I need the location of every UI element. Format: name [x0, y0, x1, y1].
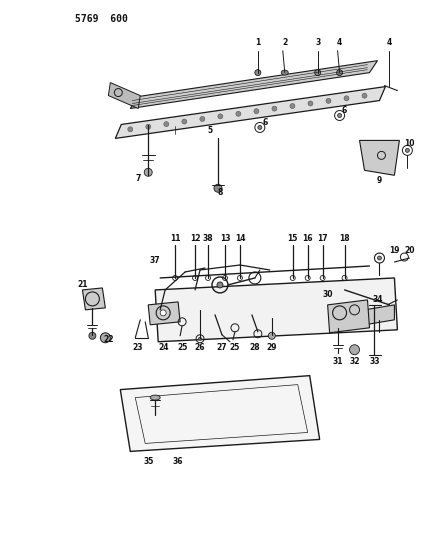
Circle shape [405, 148, 409, 152]
Circle shape [164, 122, 169, 127]
Polygon shape [120, 376, 320, 451]
Text: 4: 4 [337, 38, 342, 47]
Ellipse shape [150, 395, 160, 400]
Circle shape [377, 256, 381, 260]
Text: 19: 19 [389, 246, 400, 255]
Circle shape [199, 337, 202, 340]
Circle shape [254, 109, 259, 114]
Text: 2: 2 [282, 38, 287, 47]
Text: 16: 16 [303, 233, 313, 243]
Text: 25: 25 [177, 343, 187, 352]
Text: 26: 26 [195, 343, 205, 352]
Text: 33: 33 [369, 357, 380, 366]
Text: 30: 30 [322, 290, 333, 300]
Circle shape [308, 101, 313, 106]
Circle shape [326, 99, 331, 103]
Circle shape [89, 332, 96, 340]
Circle shape [236, 111, 241, 116]
Circle shape [350, 345, 360, 355]
Text: 25: 25 [230, 343, 240, 352]
Text: 10: 10 [404, 139, 415, 148]
Circle shape [315, 70, 321, 76]
Text: 7: 7 [136, 174, 141, 183]
Circle shape [290, 103, 295, 109]
Polygon shape [365, 305, 395, 325]
Circle shape [101, 333, 110, 343]
Polygon shape [115, 86, 386, 139]
Circle shape [182, 119, 187, 124]
Text: 9: 9 [377, 176, 382, 185]
Circle shape [272, 106, 277, 111]
Circle shape [144, 168, 152, 176]
Circle shape [146, 124, 151, 129]
Circle shape [128, 127, 133, 132]
Text: 31: 31 [333, 357, 343, 366]
Ellipse shape [281, 70, 288, 75]
Text: 37: 37 [150, 255, 160, 264]
Circle shape [344, 96, 349, 101]
Circle shape [258, 125, 262, 130]
Text: 35: 35 [143, 457, 153, 466]
Circle shape [214, 184, 222, 192]
Text: 22: 22 [103, 335, 113, 344]
Text: 21: 21 [77, 280, 88, 289]
Polygon shape [360, 140, 399, 175]
Text: 20: 20 [404, 246, 415, 255]
Text: 27: 27 [217, 343, 227, 352]
Text: 6: 6 [262, 118, 268, 127]
Circle shape [217, 282, 223, 288]
Text: 17: 17 [317, 233, 328, 243]
Polygon shape [108, 83, 140, 109]
Text: 11: 11 [170, 233, 180, 243]
Text: 6: 6 [342, 106, 347, 115]
Text: 23: 23 [132, 343, 143, 352]
Text: 15: 15 [288, 233, 298, 243]
Text: 3: 3 [315, 38, 320, 47]
Text: 1: 1 [255, 38, 261, 47]
Text: 8: 8 [217, 188, 223, 197]
Circle shape [338, 114, 342, 117]
Circle shape [200, 117, 205, 122]
Text: 32: 32 [349, 357, 360, 366]
Polygon shape [327, 300, 369, 333]
Text: 13: 13 [220, 233, 230, 243]
Text: 28: 28 [250, 343, 260, 352]
Text: 5: 5 [208, 126, 213, 135]
Text: 12: 12 [190, 233, 200, 243]
Circle shape [160, 310, 166, 316]
Text: 34: 34 [372, 295, 383, 304]
Polygon shape [155, 278, 398, 342]
Text: 18: 18 [339, 233, 350, 243]
Text: 14: 14 [235, 233, 245, 243]
Polygon shape [83, 288, 105, 310]
Circle shape [362, 93, 367, 98]
Polygon shape [130, 61, 377, 109]
Text: 38: 38 [203, 233, 213, 243]
Text: 24: 24 [158, 343, 168, 352]
Text: 5769  600: 5769 600 [75, 14, 128, 24]
Circle shape [336, 70, 342, 76]
Polygon shape [148, 302, 180, 325]
Text: 36: 36 [173, 457, 183, 466]
Circle shape [268, 332, 275, 340]
Text: 29: 29 [267, 343, 277, 352]
Circle shape [218, 114, 223, 119]
Circle shape [255, 70, 261, 76]
Text: 4: 4 [387, 38, 392, 47]
